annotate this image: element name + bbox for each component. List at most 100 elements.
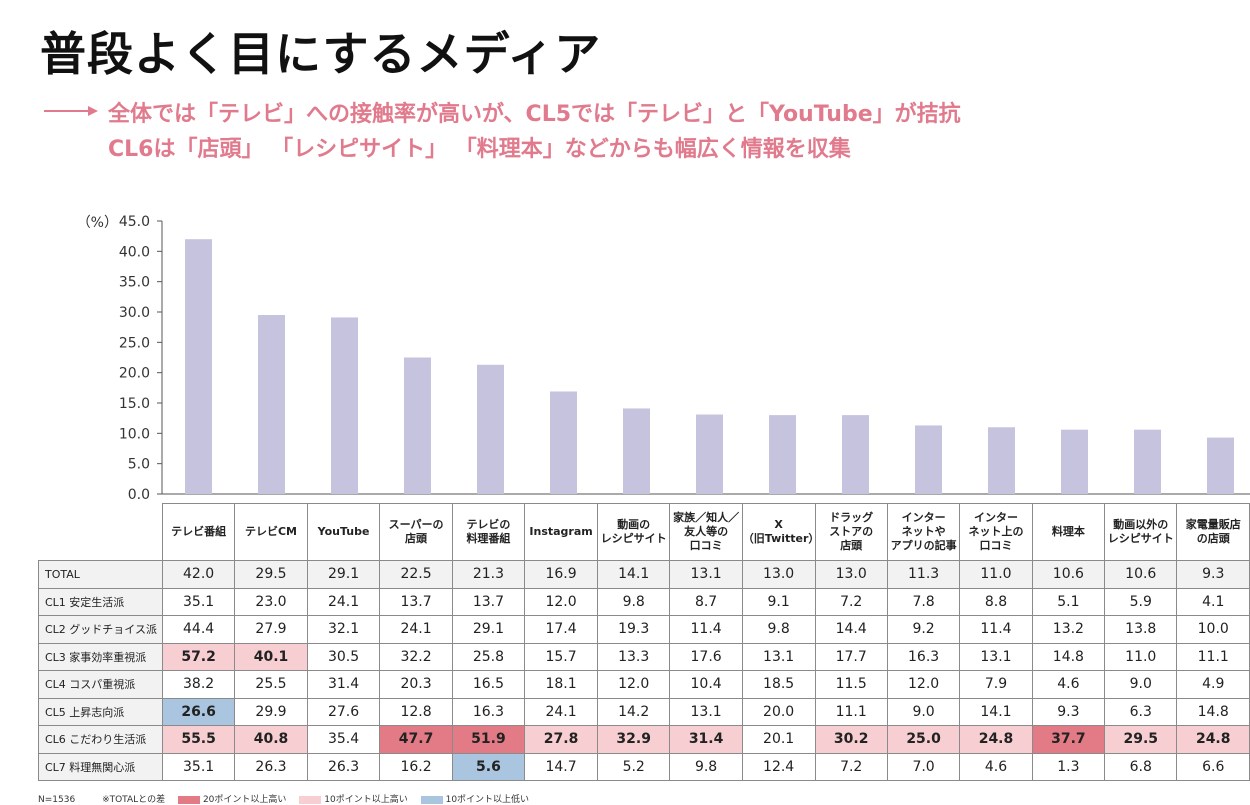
table-cell: 7.9 bbox=[959, 670, 1033, 699]
table-cell: 11.4 bbox=[959, 615, 1033, 644]
column-header: テレビの 料理番組 bbox=[451, 503, 526, 561]
table-cell: 11.0 bbox=[1104, 642, 1178, 671]
column-header-line: YouTube bbox=[317, 525, 370, 538]
column-header-line: スーパーの bbox=[388, 518, 444, 531]
table-cell: 13.1 bbox=[959, 642, 1033, 671]
table-cell: 13.0 bbox=[814, 560, 888, 589]
column-header-line: の店頭 bbox=[1196, 532, 1230, 545]
sample-size: N=1536 bbox=[38, 795, 76, 805]
subtitle-line-1: 全体では「テレビ」への接触率が高いが、CL5では「テレビ」と「YouTube」が… bbox=[108, 102, 961, 127]
diff-note: ※TOTALとの差 bbox=[102, 795, 166, 805]
table-cell: 11.5 bbox=[814, 670, 888, 699]
bar bbox=[1061, 429, 1088, 494]
table-cell: 29.1 bbox=[451, 615, 526, 644]
table-cell: 16.3 bbox=[886, 642, 961, 671]
table-cell: 4.9 bbox=[1176, 670, 1250, 699]
column-header-line: 口コミ bbox=[979, 539, 1013, 552]
table-cell: 1.3 bbox=[1031, 752, 1106, 781]
table-cell: 25.8 bbox=[451, 642, 526, 671]
table-cell: 14.8 bbox=[1031, 642, 1106, 671]
table-cell: 47.7 bbox=[379, 725, 453, 754]
table-cell: 7.2 bbox=[814, 752, 888, 781]
table-cell: 10.4 bbox=[669, 670, 743, 699]
column-header-line: アプリの記事 bbox=[890, 539, 957, 552]
column-header-line: 店頭 bbox=[405, 532, 428, 545]
table-cell: 4.6 bbox=[1031, 670, 1106, 699]
column-header-line: レシピサイト bbox=[1107, 532, 1174, 545]
column-header-line: インター bbox=[901, 511, 946, 524]
row-label: CL5 上昇志向派 bbox=[38, 697, 163, 726]
legend-lo10: 10ポイント以上低い bbox=[445, 795, 530, 805]
table-cell: 7.2 bbox=[814, 587, 888, 616]
table-cell: 8.7 bbox=[669, 587, 743, 616]
column-header: テレビ番組 bbox=[161, 503, 236, 561]
table-cell: 9.8 bbox=[669, 752, 743, 781]
table-cell: 16.3 bbox=[451, 697, 526, 726]
table-cell: 13.1 bbox=[741, 642, 816, 671]
bar bbox=[477, 364, 504, 494]
table-cell: 11.0 bbox=[959, 560, 1033, 589]
table-cell: 25.5 bbox=[234, 670, 308, 699]
table-cell: 24.8 bbox=[959, 725, 1033, 754]
bar bbox=[623, 408, 650, 494]
table-row: CL4 コスパ重視派 38.2 25.5 31.4 20.3 16.5 18.1 12.0 10… bbox=[38, 670, 1250, 699]
table-cell: 14.8 bbox=[1176, 697, 1250, 726]
table-cell: 16.2 bbox=[379, 752, 453, 781]
bar bbox=[185, 239, 212, 494]
table-cell: 29.9 bbox=[234, 697, 308, 726]
table-row: TOTAL 42.0 29.5 29.1 22.5 21.3 16.9 14.1 13.1 13.… bbox=[38, 560, 1250, 589]
table-cell: 38.2 bbox=[161, 670, 236, 699]
table-cell: 9.0 bbox=[886, 697, 961, 726]
column-header-line: （旧Twitter） bbox=[742, 532, 815, 545]
table-cell: 14.4 bbox=[814, 615, 888, 644]
y-tick-label: 45.0 bbox=[119, 214, 150, 230]
table-cell: 27.6 bbox=[306, 697, 381, 726]
table-cell: 13.1 bbox=[669, 697, 743, 726]
table-cell: 9.3 bbox=[1031, 697, 1106, 726]
column-header: インター ネット上の 口コミ bbox=[959, 503, 1033, 561]
row-label: CL6 こだわり生活派 bbox=[38, 725, 163, 754]
legend-hi10: 10ポイント以上高い bbox=[324, 795, 408, 805]
table-cell: 20.3 bbox=[379, 670, 453, 699]
row-label: CL7 料理無関心派 bbox=[38, 752, 163, 781]
table-cell: 5.9 bbox=[1104, 587, 1178, 616]
table-cell: 55.5 bbox=[161, 725, 236, 754]
table-cell: 22.5 bbox=[379, 560, 453, 589]
bar bbox=[404, 357, 431, 494]
table-cell: 26.3 bbox=[234, 752, 308, 781]
table-cell: 9.8 bbox=[596, 587, 671, 616]
table-cell: 10.0 bbox=[1176, 615, 1250, 644]
column-header: YouTube bbox=[306, 503, 381, 561]
column-header-line: テレビCM bbox=[244, 525, 297, 538]
table-cell: 7.0 bbox=[886, 752, 961, 781]
column-header-line: 口コミ bbox=[689, 539, 723, 552]
y-tick-label: 35.0 bbox=[119, 275, 150, 291]
table-cell: 31.4 bbox=[306, 670, 381, 699]
column-header-line: 料理本 bbox=[1051, 525, 1085, 538]
row-label: CL3 家事効率重視派 bbox=[38, 642, 163, 671]
column-header: X （旧Twitter） bbox=[741, 503, 816, 561]
table-cell: 10.6 bbox=[1031, 560, 1106, 589]
table-cell: 13.0 bbox=[741, 560, 816, 589]
table-cell: 11.3 bbox=[886, 560, 961, 589]
page-title: 普段よく目にするメディア bbox=[40, 27, 602, 81]
bar bbox=[550, 391, 577, 494]
table-row: CL5 上昇志向派 26.6 29.9 27.6 12.8 16.3 24.1 14.2 13.… bbox=[38, 697, 1250, 726]
table-cell: 31.4 bbox=[669, 725, 743, 754]
table-cell: 11.1 bbox=[1176, 642, 1250, 671]
table-cell: 32.2 bbox=[379, 642, 453, 671]
table-cell: 57.2 bbox=[161, 642, 236, 671]
table-cell: 15.7 bbox=[524, 642, 598, 671]
table-cell: 7.8 bbox=[886, 587, 961, 616]
table-cell: 10.6 bbox=[1104, 560, 1178, 589]
table-cell: 12.8 bbox=[379, 697, 453, 726]
table-cell: 30.5 bbox=[306, 642, 381, 671]
table-cell: 17.7 bbox=[814, 642, 888, 671]
column-header-line: 動画の bbox=[617, 518, 651, 531]
table-cell: 37.7 bbox=[1031, 725, 1106, 754]
bar bbox=[1134, 429, 1161, 494]
table-cell: 26.3 bbox=[306, 752, 381, 781]
arrow-right-icon bbox=[44, 106, 98, 116]
y-tick-label: 40.0 bbox=[119, 244, 150, 260]
table-cell: 51.9 bbox=[451, 725, 526, 754]
